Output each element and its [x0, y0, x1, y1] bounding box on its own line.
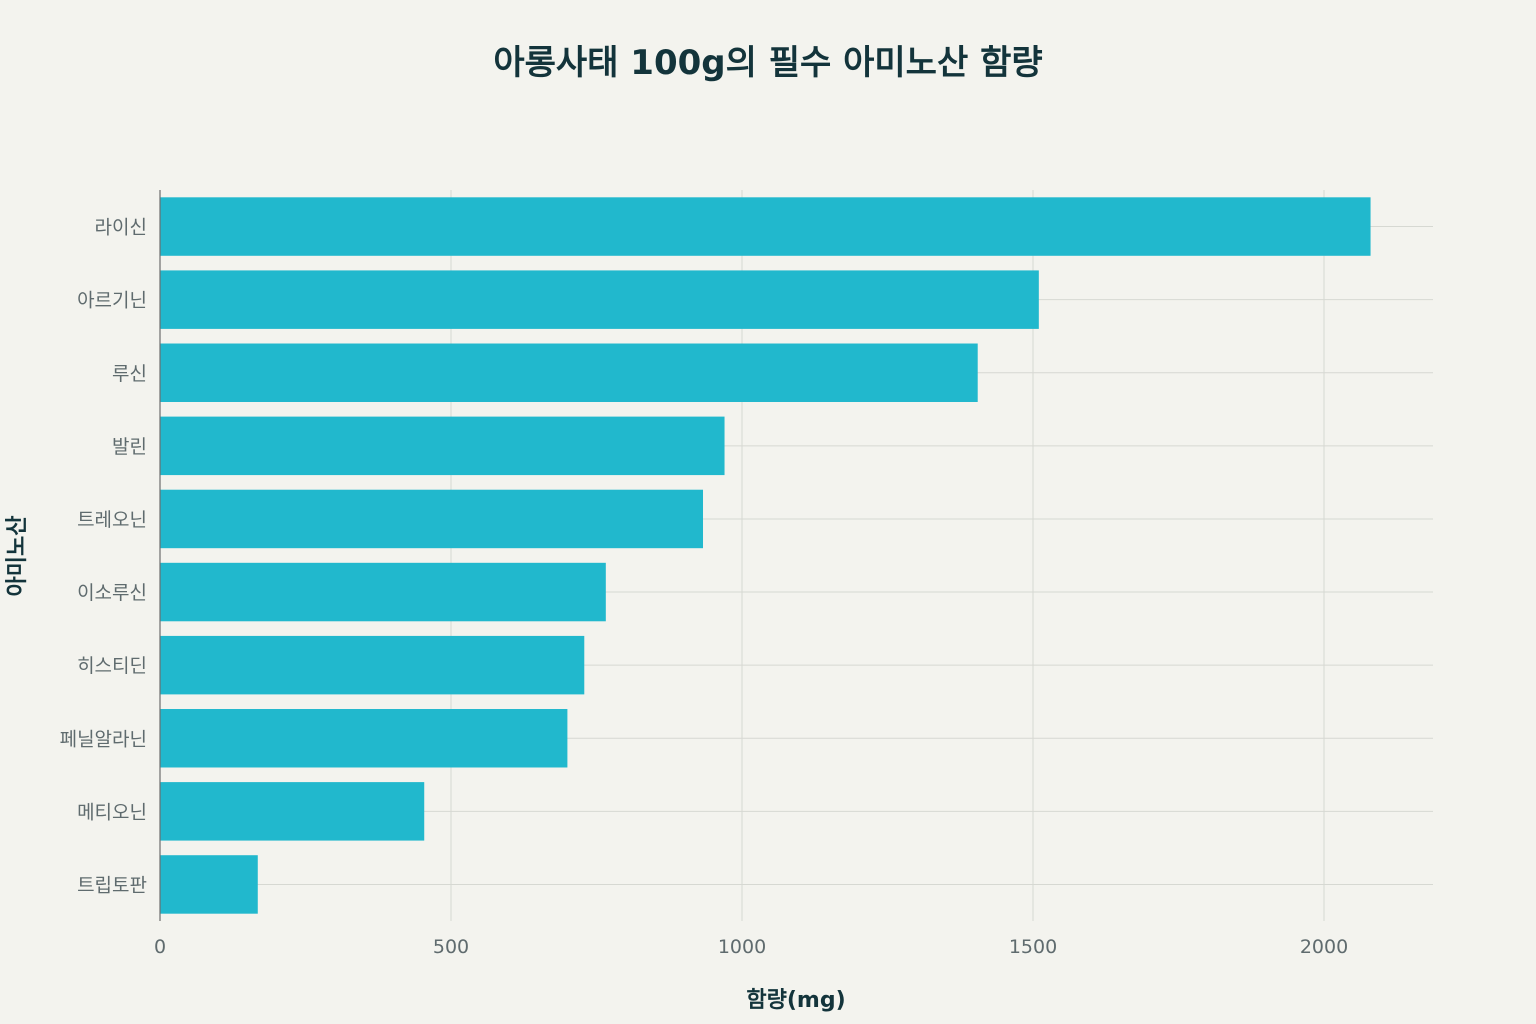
- bar: [160, 343, 978, 402]
- y-tick-label: 발린: [112, 436, 147, 458]
- x-tick-labels: 0 500 1000 1500 2000: [154, 936, 1348, 958]
- x-tick-label: 0: [154, 936, 166, 958]
- bar: [160, 489, 704, 549]
- bar: [160, 635, 585, 695]
- bar: [160, 782, 425, 841]
- x-tick-label: 500: [433, 936, 469, 958]
- y-tick-label: 페닐알라닌: [60, 728, 147, 750]
- bar: [160, 855, 258, 914]
- bar: [160, 416, 725, 476]
- y-axis-title: 아미노산: [5, 516, 30, 597]
- bar: [160, 197, 1371, 256]
- y-tick-label: 아르기닌: [77, 290, 147, 312]
- y-tick-label: 히스티딘: [77, 655, 147, 677]
- bar: [160, 562, 606, 622]
- bar: [160, 270, 1039, 329]
- x-tick-label: 1000: [718, 936, 766, 958]
- chart-title: 아롱사태 100g의 필수 아미노산 함량: [493, 43, 1042, 83]
- bar: [160, 709, 568, 768]
- y-tick-label: 메티오닌: [77, 801, 147, 823]
- x-tick-label: 1500: [1009, 936, 1057, 958]
- y-tick-label: 라이신: [95, 217, 147, 239]
- bar-layer: [160, 197, 1371, 914]
- y-tick-label: 트립토판: [77, 874, 147, 896]
- x-axis-title: 함량(mg): [746, 988, 845, 1013]
- y-tick-label: 루신: [112, 363, 147, 385]
- x-tick-label: 2000: [1300, 936, 1348, 958]
- y-tick-label: 트레오닌: [77, 509, 147, 531]
- y-tick-label: 이소루신: [77, 582, 147, 604]
